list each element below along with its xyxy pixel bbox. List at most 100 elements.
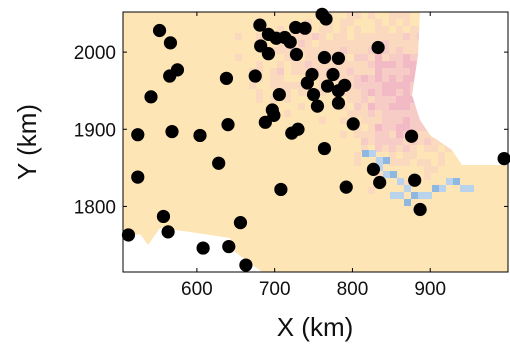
heatmap-cell [390, 192, 397, 199]
heatmap-cell [354, 12, 361, 19]
data-point [164, 36, 177, 49]
heatmap-cell [396, 26, 403, 33]
x-tick-label: 700 [259, 279, 291, 300]
heatmap-cell [361, 82, 368, 89]
heatmap-cell [375, 145, 382, 152]
heatmap-cell [375, 19, 382, 26]
heatmap-cell [298, 61, 305, 68]
data-point [291, 123, 304, 136]
heatmap-cell [389, 138, 396, 145]
heatmap-cell [368, 61, 375, 68]
heatmap-cell [389, 145, 396, 152]
heatmap-cell [396, 110, 403, 117]
heatmap-cell [312, 61, 319, 68]
heatmap-cell [389, 89, 396, 96]
heatmap-cell [389, 103, 396, 110]
heatmap-cell [396, 75, 403, 82]
heatmap-cell [375, 124, 382, 131]
heatmap-cell [361, 68, 368, 75]
heatmap-cell [368, 12, 375, 19]
heatmap-cell [376, 157, 383, 164]
data-point [332, 52, 345, 65]
heatmap-cell [347, 12, 354, 19]
heatmap-cell [368, 96, 375, 103]
data-point [131, 171, 144, 184]
heatmap-cell [256, 96, 263, 103]
data-point [165, 125, 178, 138]
heatmap-cell [410, 26, 417, 33]
heatmap-cell [403, 47, 410, 54]
data-point [367, 163, 380, 176]
heatmap-cell [424, 159, 431, 166]
y-tick-label: 2000 [74, 43, 116, 64]
heatmap-cell [389, 54, 396, 61]
heatmap-cell [354, 68, 361, 75]
heatmap-cell [382, 68, 389, 75]
heatmap-cell [389, 124, 396, 131]
heatmap-cell [410, 117, 417, 124]
heatmap-cell [361, 61, 368, 68]
heatmap-cell [277, 75, 284, 82]
heatmap-cell [347, 110, 354, 117]
heatmap-cell [347, 61, 354, 68]
heatmap-cell [396, 96, 403, 103]
heatmap-cell [305, 61, 312, 68]
heatmap-cell [361, 138, 368, 145]
data-point [298, 22, 311, 35]
heatmap-cell [382, 131, 389, 138]
heatmap-cell [354, 40, 361, 47]
heatmap-cell [389, 131, 396, 138]
heatmap-cell [439, 185, 446, 192]
heatmap-cell [375, 61, 382, 68]
heatmap-cell [361, 110, 368, 117]
heatmap-cell [249, 82, 256, 89]
heatmap-cell [396, 68, 403, 75]
heatmap-cell [347, 40, 354, 47]
data-point [220, 72, 233, 85]
heatmap-cell [467, 185, 474, 192]
data-point [284, 35, 297, 48]
heatmap-cell [354, 89, 361, 96]
heatmap-cell [389, 152, 396, 159]
heatmap-cell [403, 152, 410, 159]
data-point [171, 63, 184, 76]
heatmap-cell [403, 33, 410, 40]
heatmap-cell [361, 47, 368, 54]
data-point [405, 130, 418, 143]
heatmap-cell [382, 54, 389, 61]
data-point [305, 68, 318, 81]
heatmap-cell [319, 33, 326, 40]
heatmap-cell [340, 117, 347, 124]
heatmap-cell [375, 82, 382, 89]
heatmap-cell [340, 26, 347, 33]
heatmap-cell [347, 19, 354, 26]
data-point [372, 41, 385, 54]
heatmap-cell [361, 75, 368, 82]
heatmap-cell [424, 145, 431, 152]
heatmap-cell [403, 75, 410, 82]
heatmap-cell [361, 96, 368, 103]
data-point [326, 68, 339, 81]
heatmap-cell [403, 145, 410, 152]
data-point [239, 258, 252, 271]
heatmap-cell [305, 47, 312, 54]
heatmap-cell [438, 159, 445, 166]
heatmap-cell [403, 159, 410, 166]
heatmap-cell [424, 138, 431, 145]
heatmap-cell [284, 82, 291, 89]
heatmap-cell [354, 54, 361, 61]
heatmap-cell [403, 82, 410, 89]
heatmap-cell [403, 12, 410, 19]
heatmap-cell [460, 185, 467, 192]
x-tick-label: 800 [337, 279, 369, 300]
x-tick-label: 900 [414, 279, 446, 300]
heatmap-cell [368, 33, 375, 40]
heatmap-cell [354, 33, 361, 40]
heatmap-cell [291, 82, 298, 89]
data-point [318, 51, 331, 64]
heatmap-cell [410, 33, 417, 40]
data-point [347, 117, 360, 130]
heatmap-cell [235, 54, 242, 61]
heatmap-cell [389, 82, 396, 89]
heatmap-cell [312, 47, 319, 54]
